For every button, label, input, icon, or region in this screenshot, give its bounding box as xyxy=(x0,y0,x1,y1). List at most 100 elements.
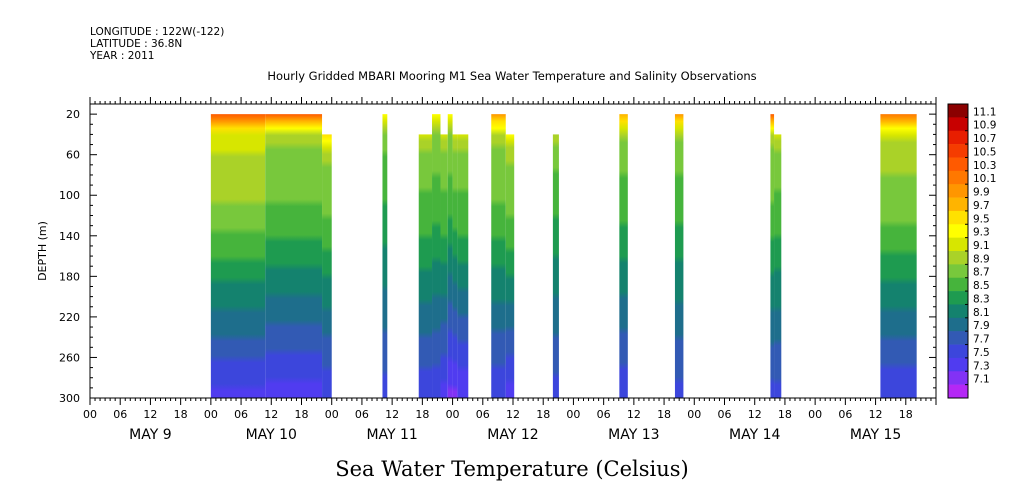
x-hour-label: 00 xyxy=(83,408,97,421)
heatmap-segment xyxy=(322,134,332,398)
colorbar-label: 10.7 xyxy=(973,133,996,145)
colorbar-swatch xyxy=(948,237,968,252)
colorbar-label: 8.9 xyxy=(973,253,990,265)
x-hour-label: 12 xyxy=(385,408,399,421)
colorbar-label: 10.1 xyxy=(973,173,996,185)
x-hour-label: 12 xyxy=(869,408,883,421)
x-hour-label: 18 xyxy=(778,408,792,421)
colorbar-label: 7.3 xyxy=(973,360,990,372)
colorbar-swatch xyxy=(948,384,968,399)
colorbar-label: 11.1 xyxy=(973,106,996,118)
colorbar-label: 7.9 xyxy=(973,320,990,332)
x-hour-label: 12 xyxy=(506,408,520,421)
colorbar-swatch xyxy=(948,291,968,305)
heatmap-segment xyxy=(674,114,684,398)
colorbar-swatch xyxy=(948,197,968,212)
colorbar-label: 9.1 xyxy=(973,240,990,252)
x-hour-label: 18 xyxy=(657,408,671,421)
x-hour-label: 12 xyxy=(264,408,278,421)
y-tick-label: 140 xyxy=(59,230,80,243)
colorbar: 11.110.910.710.510.310.19.99.79.59.39.18… xyxy=(947,103,996,399)
colorbar-label: 8.1 xyxy=(973,307,990,319)
x-hour-label: 18 xyxy=(899,408,913,421)
y-tick-label: 300 xyxy=(59,392,80,405)
heatmap-segment xyxy=(880,114,917,398)
x-hour-label: 06 xyxy=(597,408,611,421)
colorbar-swatch xyxy=(948,344,968,359)
heatmap-segment xyxy=(491,114,506,398)
x-day-label: MAY 13 xyxy=(608,427,659,443)
x-hour-label: 00 xyxy=(687,408,701,421)
chart-title: Hourly Gridded MBARI Mooring M1 Sea Wate… xyxy=(267,69,756,83)
colorbar-swatch xyxy=(948,357,968,372)
heatmap-segment xyxy=(505,134,515,398)
heatmap-segment xyxy=(552,134,559,398)
variable-label: Sea Water Temperature (Celsius) xyxy=(335,457,689,481)
colorbar-label: 10.5 xyxy=(973,146,996,158)
colorbar-swatch xyxy=(948,317,968,332)
x-hour-label: 18 xyxy=(295,408,309,421)
colorbar-swatch xyxy=(948,104,968,118)
x-axis: 00 06 12 18 00 06 12 18 00 06 12 18 00 06 12 18 00 06 12 18… xyxy=(83,97,937,443)
colorbar-swatch xyxy=(948,331,968,345)
x-hour-label: 12 xyxy=(748,408,762,421)
colorbar-label: 10.3 xyxy=(973,160,996,172)
heatmap-segment xyxy=(440,134,448,398)
x-hour-label: 06 xyxy=(718,408,732,421)
y-tick-label: 220 xyxy=(59,311,80,324)
heatmap-area xyxy=(210,114,917,398)
x-day-label: MAY 9 xyxy=(129,427,171,443)
colorbar-label: 7.5 xyxy=(973,347,990,359)
x-hour-label: 18 xyxy=(415,408,429,421)
x-day-label: MAY 10 xyxy=(246,427,297,443)
y-tick-label: 180 xyxy=(59,270,80,283)
y-tick-label: 100 xyxy=(59,189,80,202)
colorbar-swatch xyxy=(948,144,968,158)
x-hour-label: 00 xyxy=(446,408,460,421)
y-tick-label: 60 xyxy=(66,149,80,162)
heatmap-segment xyxy=(447,114,453,398)
x-hour-label: 00 xyxy=(808,408,822,421)
colorbar-label: 9.9 xyxy=(973,187,990,199)
colorbar-swatch xyxy=(948,117,968,132)
colorbar-label: 8.3 xyxy=(973,293,990,305)
x-hour-label: 18 xyxy=(174,408,188,421)
colorbar-swatch xyxy=(948,304,968,319)
colorbar-swatch xyxy=(948,251,968,265)
colorbar-swatch xyxy=(948,157,968,172)
x-day-label: MAY 11 xyxy=(366,427,417,443)
x-hour-label: 18 xyxy=(536,408,550,421)
heatmap-segment xyxy=(770,114,775,398)
heatmap-segment xyxy=(452,134,458,398)
latitude-label: LATITUDE : 36.8N xyxy=(90,38,182,50)
colorbar-swatch xyxy=(948,170,968,185)
y-tick-label: 260 xyxy=(59,351,80,364)
colorbar-label: 8.7 xyxy=(973,267,990,279)
colorbar-label: 10.9 xyxy=(973,120,996,132)
colorbar-label: 9.3 xyxy=(973,227,990,239)
colorbar-label: 9.7 xyxy=(973,200,990,212)
colorbar-swatch xyxy=(948,184,968,198)
colorbar-swatch xyxy=(948,264,968,279)
year-label: YEAR : 2011 xyxy=(89,50,154,62)
heatmap-segment xyxy=(619,114,628,398)
colorbar-label: 8.5 xyxy=(973,280,990,292)
heatmap-segment xyxy=(210,114,266,398)
y-tick-label: 20 xyxy=(66,108,80,121)
x-hour-label: 06 xyxy=(838,408,852,421)
heatmap-segment xyxy=(457,134,469,398)
x-hour-label: 00 xyxy=(325,408,339,421)
heatmap-segment xyxy=(418,134,433,398)
x-hour-label: 06 xyxy=(234,408,248,421)
y-axis: 20 60 100 140 180 220 260 300 xyxy=(59,103,936,405)
x-day-label: MAY 15 xyxy=(850,427,901,443)
x-hour-label: 12 xyxy=(143,408,157,421)
x-hour-label: 06 xyxy=(113,408,127,421)
colorbar-swatch xyxy=(948,130,968,145)
x-hour-label: 06 xyxy=(355,408,369,421)
colorbar-swatch xyxy=(948,210,968,225)
x-hour-label: 00 xyxy=(204,408,218,421)
colorbar-label: 7.1 xyxy=(973,374,990,386)
colorbar-label: 7.7 xyxy=(973,334,990,346)
